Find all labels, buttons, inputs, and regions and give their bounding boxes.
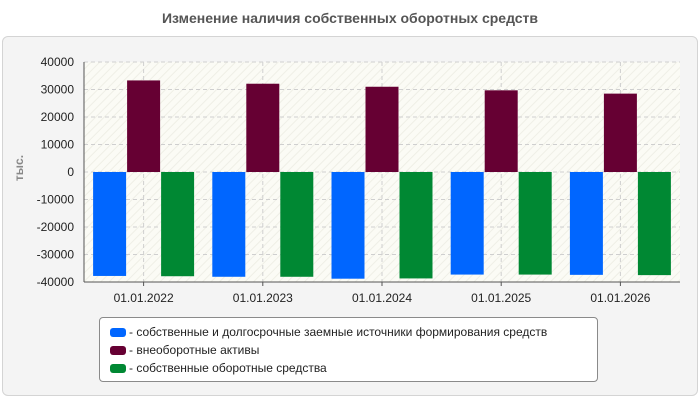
bar <box>127 80 161 172</box>
bar <box>93 172 127 276</box>
bar <box>484 90 518 172</box>
x-tick-label: 01.01.2026 <box>590 291 650 305</box>
y-tick-label: -40000 <box>37 275 75 289</box>
y-tick-label: 20000 <box>41 110 75 124</box>
y-tick-label: 30000 <box>41 83 75 97</box>
legend-swatch-sources <box>110 328 126 337</box>
bar <box>637 172 671 276</box>
y-tick-label: -20000 <box>37 220 75 234</box>
bar <box>518 172 552 275</box>
legend-label-sources: - собственные и долгосрочные заемные ист… <box>129 325 548 339</box>
y-tick-label: -30000 <box>37 248 75 262</box>
x-tick-label: 01.01.2022 <box>114 291 174 305</box>
legend-swatch-working-capital <box>110 364 126 373</box>
bar <box>399 172 433 279</box>
x-tick-label: 01.01.2023 <box>233 291 293 305</box>
bar <box>280 172 314 277</box>
bar <box>161 172 195 277</box>
bar <box>212 172 246 277</box>
bar <box>365 86 399 172</box>
x-tick-label: 01.01.2024 <box>352 291 412 305</box>
bar <box>450 172 484 275</box>
y-tick-label: 40000 <box>41 55 75 69</box>
legend-swatch-noncurrent-assets <box>110 346 126 355</box>
y-axis-label: тыс. <box>12 155 26 181</box>
y-tick-label: -10000 <box>37 193 75 207</box>
chart-legend: - собственные и долгосрочные заемные ист… <box>99 317 598 382</box>
bar <box>331 172 365 279</box>
bar <box>569 172 603 275</box>
legend-label-noncurrent-assets: - внеоборотные активы <box>129 343 260 357</box>
x-tick-label: 01.01.2025 <box>471 291 531 305</box>
bar <box>246 83 280 172</box>
y-tick-label: 0 <box>67 165 74 179</box>
chart-title: Изменение наличия собственных оборотных … <box>161 10 539 26</box>
y-tick-label: 10000 <box>41 138 75 152</box>
bar <box>603 93 637 172</box>
legend-label-working-capital: - собственные оборотные средства <box>129 361 327 375</box>
